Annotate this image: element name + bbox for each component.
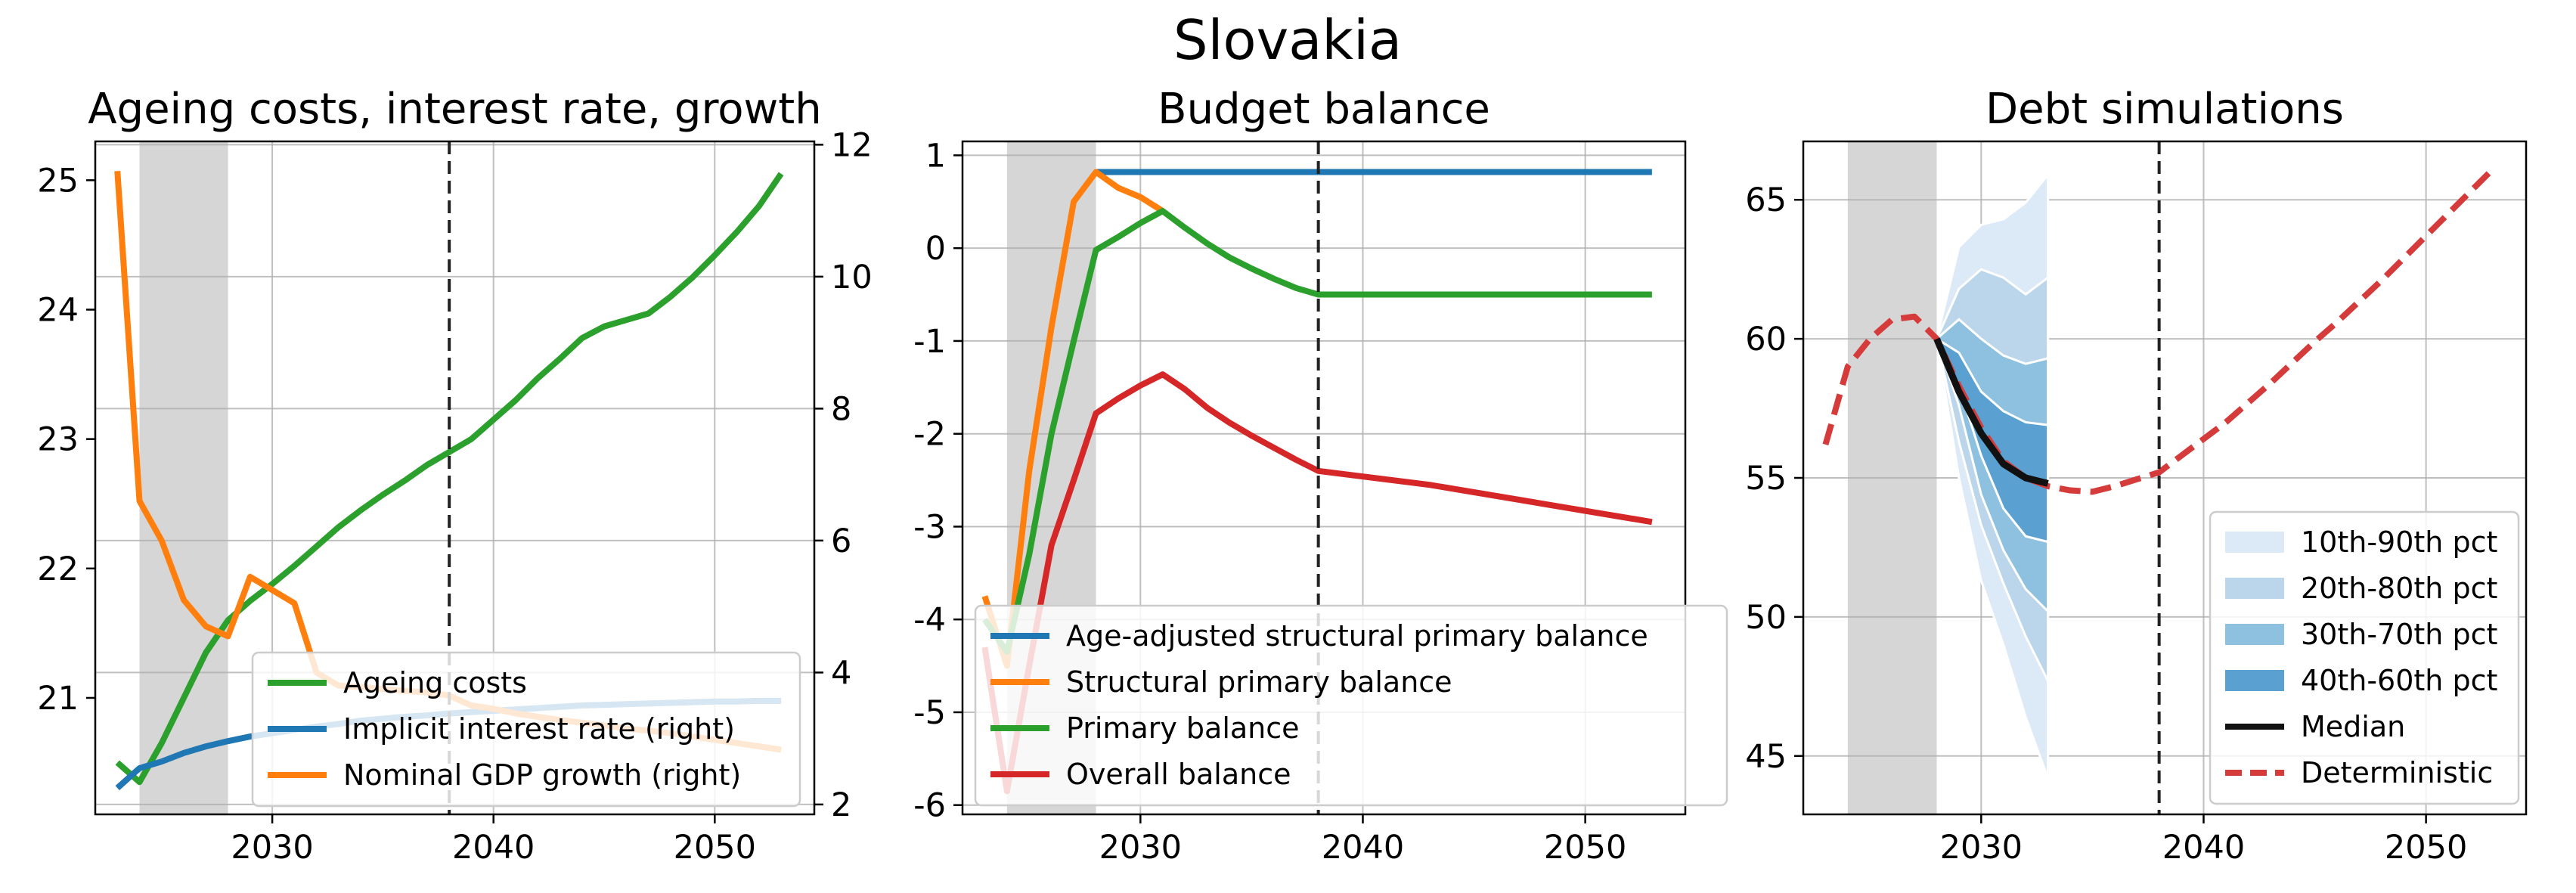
axes-frame — [94, 140, 816, 816]
y-tick-label: 55 — [1745, 460, 1787, 498]
x-tick-label: 2030 — [1940, 829, 2023, 867]
y-tick-label: 65 — [1745, 181, 1787, 219]
legend-label: Nominal GDP growth (right) — [343, 758, 741, 792]
y-right-tick-label: 10 — [831, 259, 873, 296]
y-tick-label: -1 — [913, 323, 946, 361]
legend-label: Implicit interest rate (right) — [343, 712, 735, 746]
y-right-tick-label: 8 — [831, 390, 851, 428]
y-right-tick-label: 2 — [831, 786, 851, 824]
legend-label: Median — [2301, 710, 2405, 743]
axes-frame — [961, 140, 1687, 816]
y-tick-label: 21 — [37, 680, 79, 718]
legend-label: 30th-70th pct — [2301, 618, 2497, 651]
legend-box — [974, 604, 1728, 807]
y-tick-label: 60 — [1745, 321, 1787, 358]
panel-title: Ageing costs, interest rate, growth — [88, 85, 822, 134]
y-tick-label: -6 — [913, 787, 946, 825]
legend-label: Deterministic — [2301, 756, 2493, 789]
legend-swatch — [2225, 578, 2284, 599]
y-right-tick-label: 6 — [831, 522, 851, 560]
x-tick-label: 2040 — [1322, 829, 1404, 867]
y-tick-label: 1 — [925, 137, 946, 175]
panel-budget-balance: 2030 2040 2050 1 0 -1 -2 -3 -4 -5 -6 Budget balance… — [913, 85, 1728, 867]
series-line — [981, 169, 1164, 669]
legend-label: Age-adjusted structural primary balance — [1066, 619, 1648, 653]
y-right-tick-label: 4 — [831, 654, 851, 692]
legend-label: Overall balance — [1066, 758, 1291, 791]
legend-label: Ageing costs — [343, 666, 527, 699]
panel-title: Debt simulations — [1985, 85, 2344, 134]
x-tick-label: 2030 — [231, 829, 313, 867]
x-tick-label: 2050 — [1544, 829, 1626, 867]
series-line — [981, 371, 1653, 795]
panel-debt-simulations: 2030 2040 2050 45 50 55 60 65 Debt simulations 10… — [1745, 85, 2528, 867]
series-line — [1933, 337, 2049, 487]
y-tick-label: 24 — [37, 292, 79, 330]
x-tick-label: 2050 — [674, 829, 756, 867]
legend-label: 20th-80th pct — [2301, 572, 2497, 605]
figure-title: Slovakia — [1173, 8, 1402, 72]
legend-swatch — [2225, 670, 2284, 691]
y-tick-label: -2 — [913, 416, 946, 454]
legend-label: 40th-60th pct — [2301, 664, 2497, 697]
y-tick-label: -5 — [913, 694, 946, 732]
legend-label: Primary balance — [1066, 712, 1300, 745]
y-right-tick-label: 12 — [831, 126, 873, 164]
panel-title: Budget balance — [1158, 85, 1490, 134]
series-line — [982, 208, 1652, 656]
legend-label: 10th-90th pct — [2301, 526, 2497, 559]
legend-box — [251, 651, 801, 808]
legend-swatch — [2225, 624, 2284, 645]
x-tick-label: 2050 — [2385, 829, 2467, 867]
legend-label: Structural primary balance — [1066, 665, 1452, 699]
x-tick-label: 2040 — [452, 829, 535, 867]
y-tick-label: -4 — [913, 601, 946, 639]
y-tick-label: 50 — [1745, 599, 1787, 637]
shaded-period — [139, 141, 228, 814]
y-tick-label: 0 — [925, 230, 946, 268]
legend-box — [2209, 510, 2520, 805]
series-line — [115, 172, 784, 786]
y-tick-label: 22 — [37, 550, 79, 588]
y-tick-label: -3 — [913, 508, 946, 546]
x-tick-label: 2040 — [2162, 829, 2245, 867]
y-tick-label: 23 — [37, 421, 79, 459]
y-tick-label: 25 — [37, 162, 79, 200]
legend-swatch — [2225, 532, 2284, 553]
x-tick-label: 2030 — [1099, 829, 1182, 867]
y-tick-label: 45 — [1745, 738, 1787, 776]
